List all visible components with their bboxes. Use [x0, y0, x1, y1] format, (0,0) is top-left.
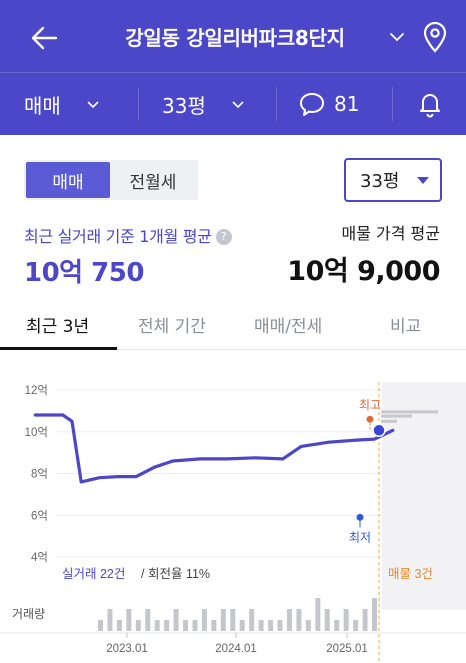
volume-bar: [126, 609, 132, 631]
volume-bar: [277, 620, 283, 631]
volume-bar: [249, 609, 255, 631]
chevron-down-icon: [87, 101, 99, 109]
volume-bar: [239, 620, 245, 631]
volume-bar: [98, 620, 103, 631]
listing-range-bars: [381, 410, 438, 423]
filter-separator: [138, 87, 139, 121]
chevron-down-icon: [232, 101, 244, 109]
volume-bar: [107, 609, 113, 631]
toggle-rent[interactable]: 전월세: [129, 172, 177, 193]
arrow-left-icon: [31, 26, 58, 50]
filter-separator: [392, 87, 393, 121]
filter-separator: [276, 87, 277, 121]
recent-avg-label-text: 최근 실거래 기준 1개월 평균: [24, 227, 212, 246]
listing-avg-value: 10억 9,000: [287, 256, 440, 287]
trade-price-line: [33, 413, 395, 484]
volume-bar: [135, 620, 141, 631]
active-tab-indicator: [0, 347, 117, 350]
volume-label: 거래량: [12, 607, 45, 621]
x-tick-label: 2023.01: [106, 643, 148, 655]
chevron-down-icon[interactable]: [386, 26, 408, 48]
x-axis-labels: 2023.01 2024.01 2025.01: [106, 633, 368, 655]
volume-bar: [268, 620, 274, 631]
volume-bar: [116, 620, 122, 631]
volume-bar: [164, 620, 170, 631]
volume-bar: [334, 620, 340, 631]
speech-bubble-icon: [300, 93, 324, 116]
volume-bar: [154, 620, 160, 631]
back-button[interactable]: [26, 20, 62, 56]
period-tabs: 최근 3년 전체 기간 매매/전세 비교: [0, 300, 466, 350]
volume-bar: [296, 609, 302, 631]
volume-bar: [173, 609, 179, 631]
tab-recent-3y[interactable]: 최근 3년: [26, 317, 90, 337]
volume-bar: [362, 609, 368, 631]
high-marker-dot: [366, 415, 374, 423]
comment-count: 81: [334, 92, 360, 116]
trade-summary: 실거래 22건: [62, 567, 125, 581]
header-divider: [0, 72, 466, 73]
toggle-sale[interactable]: 매매: [26, 162, 110, 198]
size-label: 33평: [162, 93, 206, 118]
volume-bar: [201, 609, 207, 631]
trade-type-dropdown[interactable]: 매매: [24, 73, 101, 135]
map-pin-button[interactable]: [420, 20, 450, 54]
volume-bar: [286, 609, 292, 631]
recent-avg-value: 10억 750: [24, 258, 144, 288]
y-tick-label: 10억: [25, 426, 48, 439]
volume-bar: [211, 620, 217, 631]
high-marker-label: 최고: [359, 398, 381, 412]
volume-bar: [372, 598, 377, 631]
caret-down-icon: [417, 177, 429, 184]
listing-summary: 매물 3건: [388, 567, 433, 581]
trade-type-toggle: 매매 전월세: [24, 160, 198, 200]
tab-all-period[interactable]: 전체 기간: [138, 317, 206, 337]
page-title[interactable]: 강일동 강일리버파크8단지: [125, 26, 345, 50]
low-marker-label: 최저: [349, 530, 371, 544]
y-tick-label: 12억: [25, 384, 48, 397]
volume-bar: [220, 609, 226, 631]
latest-trade-dot: [372, 423, 386, 438]
volume-bars: [98, 598, 377, 631]
volume-bar: [230, 609, 236, 631]
tab-compare[interactable]: 비교: [390, 317, 422, 337]
y-axis-labels: 12억 10억 8억 6억 4억: [25, 384, 48, 564]
volume-bar: [343, 609, 349, 631]
size-select-value: 33평: [360, 171, 400, 192]
volume-bar: [315, 598, 321, 631]
comments-button[interactable]: 81: [298, 73, 359, 135]
header-filter-bar: 매매 33평 81: [0, 73, 466, 135]
volume-bar: [324, 609, 330, 631]
volume-bar: [183, 620, 189, 631]
map-pin-icon: [423, 21, 447, 53]
app-header: 강일동 강일리버파크8단지 매매 33평 81: [0, 0, 466, 135]
volume-bar: [353, 620, 359, 631]
y-tick-label: 6억: [31, 509, 48, 522]
header-top-bar: 강일동 강일리버파크8단지: [0, 0, 466, 72]
turnover-rate: / 회전율 11%: [141, 567, 210, 581]
y-tick-label: 8억: [31, 468, 48, 481]
question-circle-icon[interactable]: ?: [215, 228, 232, 245]
listing-avg-label: 매물 가격 평균: [341, 224, 441, 243]
y-tick-label: 4억: [31, 551, 48, 564]
volume-bar: [258, 620, 264, 631]
tab-sale-jeonse[interactable]: 매매/전세: [254, 317, 323, 337]
x-tick-label: 2024.01: [215, 643, 257, 655]
x-tick-label: 2025.01: [326, 643, 368, 655]
volume-bar: [192, 620, 198, 631]
recent-avg-label: 최근 실거래 기준 1개월 평균?: [24, 223, 232, 247]
trade-type-label: 매매: [24, 93, 61, 118]
volume-bar: [145, 609, 151, 631]
alarm-button[interactable]: [416, 73, 444, 135]
size-select[interactable]: 33평: [344, 158, 442, 202]
size-dropdown[interactable]: 33평: [162, 73, 246, 135]
volume-bar: [305, 620, 311, 631]
bell-icon: [420, 94, 440, 118]
